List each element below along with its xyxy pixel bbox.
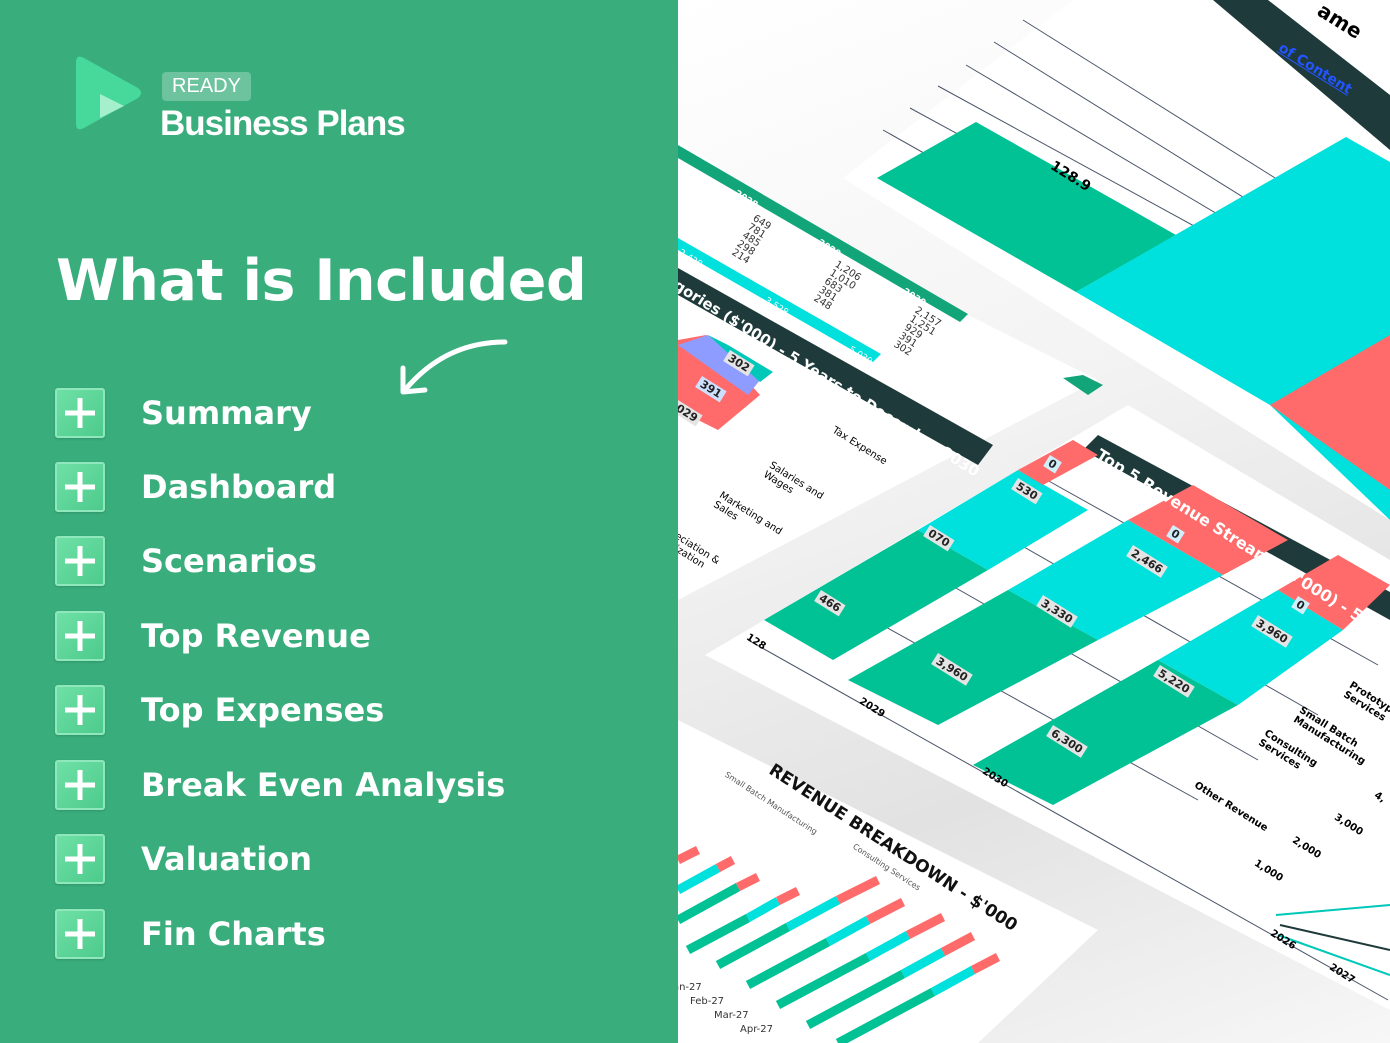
play-logo-icon [76, 56, 141, 130]
item-fin-charts[interactable]: Fin Charts [55, 909, 326, 959]
plus-icon [55, 909, 105, 959]
plus-icon [55, 611, 105, 661]
top-green-bar [877, 122, 1176, 292]
ready-badge: READY [162, 72, 251, 101]
item-label: Top Expenses [141, 691, 385, 729]
item-summary[interactable]: Summary [55, 388, 312, 438]
breakdown-bars [678, 845, 1001, 1043]
item-label: Summary [141, 394, 312, 432]
item-label: Fin Charts [141, 915, 326, 953]
brand-name: Business Plans [160, 104, 406, 143]
item-label: Valuation [141, 840, 312, 878]
expense-bar [1063, 375, 1103, 395]
item-top-revenue[interactable]: Top Revenue [55, 611, 371, 661]
plus-icon [55, 834, 105, 884]
item-label: Scenarios [141, 542, 317, 580]
left-panel: READY Business Plans What is Included Su… [0, 0, 678, 1043]
revenue-bar [1128, 485, 1288, 575]
trend-line [1275, 904, 1390, 916]
plus-icon [55, 388, 105, 438]
revenue-bar [973, 660, 1238, 805]
item-scenarios[interactable]: Scenarios [55, 536, 317, 586]
plus-icon [55, 536, 105, 586]
table-total-band [678, 238, 881, 362]
curved-arrow-icon [400, 339, 508, 395]
dark-header-band [1213, 0, 1390, 150]
table-header-band [678, 145, 968, 322]
item-dashboard[interactable]: Dashboard [55, 462, 336, 512]
plus-icon [55, 685, 105, 735]
item-valuation[interactable]: Valuation [55, 834, 312, 884]
revenue-bar [764, 530, 988, 660]
trend-line [1277, 934, 1390, 976]
plus-icon [55, 462, 105, 512]
expense-bar [678, 335, 760, 395]
item-label: Top Revenue [141, 617, 371, 655]
item-break-even[interactable]: Break Even Analysis [55, 760, 505, 810]
revenue-bar [848, 590, 1098, 725]
revenue-bar [1158, 590, 1343, 705]
expenses-title-band [678, 268, 993, 465]
item-label: Dashboard [141, 468, 337, 506]
month-label: Jan-27 [678, 982, 702, 993]
spreadsheet-collage: 128.9 of Content ame 2028 2029 2030 649 7… [678, 0, 1390, 1043]
revenue-bar [1278, 555, 1390, 630]
revenue-bar [918, 470, 1088, 570]
month-label: Apr-27 [740, 1024, 773, 1035]
top-red-bar [1270, 335, 1390, 490]
plus-icon [55, 760, 105, 810]
month-label: Mar-27 [714, 1010, 749, 1021]
month-label: Feb-27 [690, 996, 725, 1007]
item-top-expenses[interactable]: Top Expenses [55, 685, 384, 735]
item-label: Break Even Analysis [141, 766, 506, 804]
page-title: What is Included [56, 248, 587, 314]
trend-line [1279, 924, 1390, 951]
collage-shapes [678, 0, 1390, 1043]
table-sheet [678, 140, 1098, 600]
